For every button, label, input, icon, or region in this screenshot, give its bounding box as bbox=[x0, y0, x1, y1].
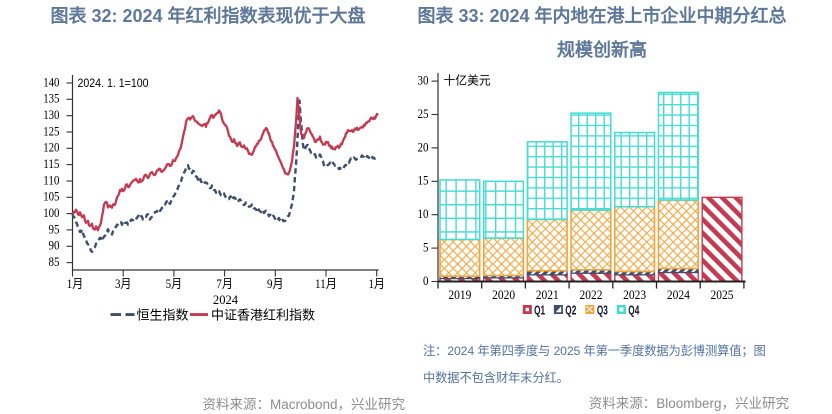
svg-text:25: 25 bbox=[418, 106, 429, 121]
svg-text:Q1: Q1 bbox=[534, 302, 545, 317]
svg-text:9月: 9月 bbox=[267, 277, 284, 291]
svg-text:恒生指数: 恒生指数 bbox=[137, 308, 189, 323]
svg-text:15: 15 bbox=[418, 173, 429, 188]
svg-text:135: 135 bbox=[43, 91, 59, 106]
svg-text:Q2: Q2 bbox=[565, 302, 576, 317]
svg-text:中证香港红利指数: 中证香港红利指数 bbox=[211, 308, 315, 323]
svg-text:85: 85 bbox=[49, 254, 60, 269]
svg-text:2022: 2022 bbox=[580, 287, 603, 302]
svg-text:2020: 2020 bbox=[492, 287, 515, 302]
svg-text:2025: 2025 bbox=[711, 287, 734, 302]
svg-text:125: 125 bbox=[43, 123, 59, 138]
svg-text:2021: 2021 bbox=[536, 287, 559, 302]
svg-text:105: 105 bbox=[43, 189, 59, 204]
svg-text:7月: 7月 bbox=[216, 277, 233, 291]
svg-text:20: 20 bbox=[418, 139, 429, 154]
svg-text:3月: 3月 bbox=[115, 277, 132, 291]
svg-text:Q3: Q3 bbox=[597, 302, 608, 317]
svg-text:110: 110 bbox=[43, 172, 59, 187]
svg-text:Q4: Q4 bbox=[628, 302, 639, 317]
svg-text:2023: 2023 bbox=[623, 287, 646, 302]
svg-text:130: 130 bbox=[43, 107, 59, 122]
svg-text:10: 10 bbox=[418, 206, 429, 221]
svg-text:2024. 1. 1=100: 2024. 1. 1=100 bbox=[78, 78, 149, 90]
svg-text:120: 120 bbox=[43, 140, 59, 155]
svg-text:2024: 2024 bbox=[667, 287, 690, 302]
svg-text:2019: 2019 bbox=[448, 287, 471, 302]
svg-text:100: 100 bbox=[43, 205, 59, 220]
svg-text:2024: 2024 bbox=[213, 292, 239, 307]
svg-text:1月: 1月 bbox=[368, 277, 385, 291]
svg-text:十亿美元: 十亿美元 bbox=[444, 74, 491, 88]
svg-text:5: 5 bbox=[423, 240, 429, 255]
svg-text:11月: 11月 bbox=[315, 277, 337, 291]
svg-text:5月: 5月 bbox=[166, 277, 183, 291]
svg-text:140: 140 bbox=[43, 74, 59, 89]
svg-text:30: 30 bbox=[418, 73, 429, 88]
svg-text:1月: 1月 bbox=[67, 277, 84, 291]
svg-text:0: 0 bbox=[423, 273, 429, 288]
svg-text:90: 90 bbox=[49, 238, 60, 253]
svg-text:95: 95 bbox=[49, 221, 60, 236]
svg-text:115: 115 bbox=[43, 156, 59, 171]
